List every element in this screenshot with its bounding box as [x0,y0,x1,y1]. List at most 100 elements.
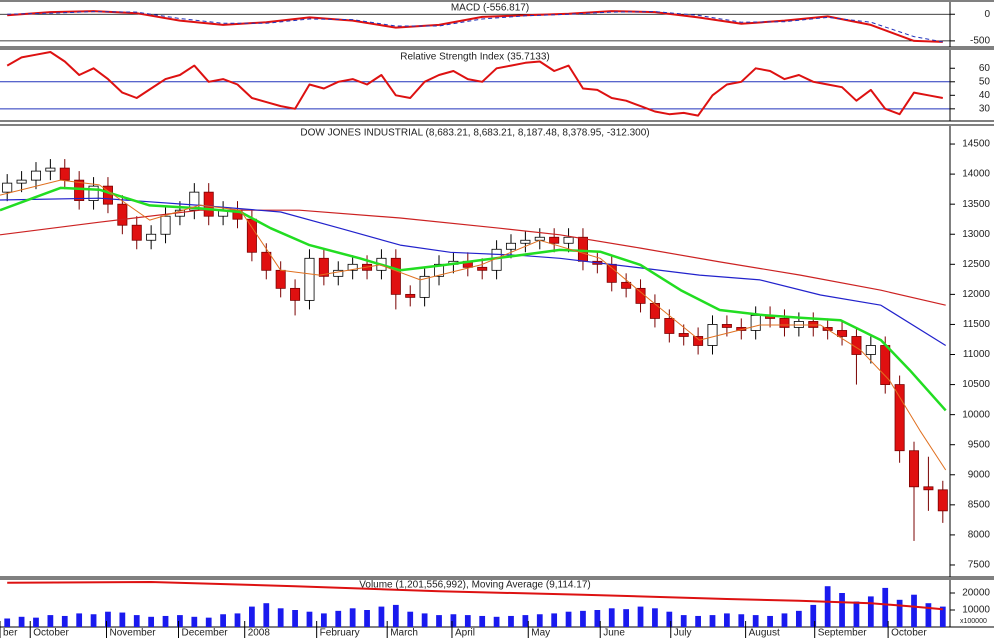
volume-bar [292,610,298,627]
volume-bar [493,616,500,627]
y-tick-label: 20000 [962,588,990,599]
volume-bar [90,614,97,627]
volume-bar [724,613,730,627]
candle-body [16,179,27,184]
x-tick-label: June [603,628,625,638]
y-tick-label: 9500 [968,439,991,450]
candle-body [102,185,113,205]
x-tick-label: July [674,628,692,638]
candle-body [649,302,660,319]
volume-bar [191,616,198,627]
series-line [7,10,943,43]
volume-bar [47,615,54,627]
volume-bar [205,617,212,627]
y-tick-label: 40 [979,90,991,101]
volume-bar [4,618,11,627]
volume-bar [421,613,428,627]
candle-body [837,330,848,337]
candle-body [750,315,761,331]
volume-bar [148,616,155,627]
candle-body [160,215,171,235]
y-tick-label: 8500 [968,499,991,510]
volume-bar [536,614,543,627]
volume-bar [896,599,903,627]
candle-body [419,275,430,298]
y-tick-label: 14500 [962,139,990,150]
volume-bar [695,615,701,627]
x-tick-label: October [891,628,927,638]
y-tick-label: 14000 [962,169,990,180]
candle-body [793,321,804,328]
volume-bar [752,615,759,627]
volume-bar [349,608,356,627]
volume-bar [666,611,673,627]
series-line [0,209,946,306]
candle-body [246,218,257,253]
panel-title: Volume (1,201,556,992), Moving Average (… [359,580,590,591]
volume-bar [781,613,788,627]
volume-bar [565,611,572,627]
volume-bar [234,613,241,627]
candle-body [909,450,920,488]
candle-body [808,321,819,328]
volume-bar [378,606,385,627]
volume-bar [119,612,126,627]
series-line [7,11,943,43]
x-tick-label: April [455,628,475,638]
volume-bar [133,615,140,627]
candle-body [865,345,876,355]
volume-bar [810,604,817,627]
candle-body [390,257,401,295]
candle-body [290,287,301,301]
volume-bar [76,613,83,627]
volume-bar [853,601,860,627]
candle-body [707,324,718,346]
volume-bar [450,614,457,627]
x-tick-label: February [320,628,360,638]
candle-body [434,263,445,277]
volume-bar [594,610,601,627]
volume-bar [105,611,111,627]
volume-bar [867,596,874,627]
candle-body [721,324,732,328]
volume-bar [551,613,558,627]
candle-body [59,167,70,181]
volume-bar [637,606,644,627]
volume-bar [522,615,529,627]
y-tick-label: 10000 [962,409,990,420]
volume-bar [335,610,342,627]
y-tick-label: 11500 [963,319,991,330]
candle-body [131,224,142,241]
volume-bar [306,611,313,627]
y-tick-label: 7500 [968,560,991,571]
volume-bar [464,615,471,627]
volume-bar [911,594,917,627]
volume-bar [162,615,169,627]
x-tick-label: November [110,628,157,638]
volume-bar [508,615,514,627]
volume-bar [220,614,226,627]
candle-body [549,236,560,244]
y-tick-label: 0 [984,9,990,20]
candle-body [30,170,41,181]
candle-body [189,191,200,211]
volume-bar [263,603,270,627]
candle-body [405,293,416,298]
candle-body [203,191,214,217]
candle-body [779,318,790,328]
candle-body [923,486,934,491]
candle-body [851,336,862,355]
volume-bar [364,610,370,627]
volume-bar [680,615,687,627]
y-tick-label: 13500 [962,199,990,210]
volume-bar [839,593,845,627]
candle-body [88,185,99,201]
volume-bar [436,615,442,627]
volume-bar [824,586,831,627]
series-line [7,581,943,611]
volume-bar [795,610,802,627]
candle-body [635,287,646,304]
